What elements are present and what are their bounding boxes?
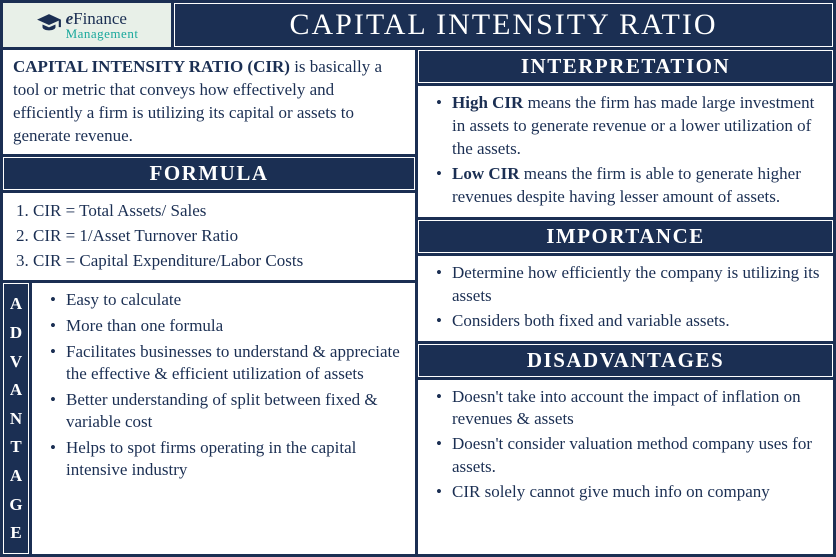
importance-item: Determine how efficiently the company is… xyxy=(436,262,823,310)
disadvantages-list: Doesn't take into account the impact of … xyxy=(428,386,823,507)
vertical-letter: G xyxy=(9,496,22,513)
advantage-item: Better understanding of split between fi… xyxy=(50,389,405,437)
columns: CAPITAL INTENSITY RATIO (CIR) is basical… xyxy=(3,50,833,554)
intro-bold: CAPITAL INTENSITY RATIO (CIR) xyxy=(13,57,290,76)
logo-inner: eFinance Management xyxy=(36,10,139,40)
formula-item: CIR = Capital Expenditure/Labor Costs xyxy=(33,249,405,274)
intro-box: CAPITAL INTENSITY RATIO (CIR) is basical… xyxy=(3,50,415,154)
advantage-item: Facilitates businesses to understand & a… xyxy=(50,341,405,389)
formula-box: CIR = Total Assets/ Sales CIR = 1/Asset … xyxy=(3,193,415,280)
page-container: eFinance Management CAPITAL INTENSITY RA… xyxy=(3,3,833,554)
logo-line2: Management xyxy=(66,27,139,40)
formula-list: CIR = Total Assets/ Sales CIR = 1/Asset … xyxy=(13,199,405,274)
vertical-letter: A xyxy=(10,295,22,312)
importance-header: IMPORTANCE xyxy=(418,220,833,253)
advantage-item: Easy to calculate xyxy=(50,289,405,315)
disadvantages-box: Doesn't take into account the impact of … xyxy=(418,380,833,555)
disadvantages-header: DISADVANTAGES xyxy=(418,344,833,377)
vertical-letter: V xyxy=(10,353,22,370)
formula-item: CIR = Total Assets/ Sales xyxy=(33,199,405,224)
importance-item: Considers both fixed and variable assets… xyxy=(436,310,823,335)
interp-bold: Low CIR xyxy=(452,164,520,183)
disadvantages-item: CIR solely cannot give much info on comp… xyxy=(436,481,823,506)
advantage-row: ADVANTAGE Easy to calculate More than on… xyxy=(3,283,415,554)
page-title: CAPITAL INTENSITY RATIO xyxy=(174,3,833,47)
advantage-vertical-label: ADVANTAGE xyxy=(3,283,29,554)
interp-bold: High CIR xyxy=(452,93,523,112)
interpretation-header: INTERPRETATION xyxy=(418,50,833,83)
header-row: eFinance Management CAPITAL INTENSITY RA… xyxy=(3,3,833,47)
right-column: INTERPRETATION High CIR means the firm h… xyxy=(418,50,833,554)
interpretation-list: High CIR means the firm has made large i… xyxy=(428,92,823,211)
interpretation-item: High CIR means the firm has made large i… xyxy=(436,92,823,163)
disadvantages-item: Doesn't consider valuation method compan… xyxy=(436,433,823,481)
vertical-letter: N xyxy=(10,410,22,427)
left-column: CAPITAL INTENSITY RATIO (CIR) is basical… xyxy=(3,50,415,554)
vertical-letter: A xyxy=(10,381,22,398)
advantage-item: Helps to spot firms operating in the cap… xyxy=(50,437,405,485)
vertical-letter: A xyxy=(10,467,22,484)
logo-box: eFinance Management xyxy=(3,3,171,47)
disadvantages-item: Doesn't take into account the impact of … xyxy=(436,386,823,434)
formula-header: FORMULA xyxy=(3,157,415,190)
vertical-letter: D xyxy=(10,324,22,341)
importance-box: Determine how efficiently the company is… xyxy=(418,256,833,341)
importance-list: Determine how efficiently the company is… xyxy=(428,262,823,335)
vertical-letter: E xyxy=(10,524,21,541)
logo-text: eFinance Management xyxy=(66,10,139,40)
advantage-list: Easy to calculate More than one formula … xyxy=(42,289,405,486)
graduation-cap-icon xyxy=(36,12,62,38)
logo-line1: eFinance xyxy=(66,10,139,27)
vertical-letter: T xyxy=(10,438,21,455)
advantage-item: More than one formula xyxy=(50,315,405,341)
formula-item: CIR = 1/Asset Turnover Ratio xyxy=(33,224,405,249)
advantage-box: Easy to calculate More than one formula … xyxy=(32,283,415,554)
interpretation-item: Low CIR means the firm is able to genera… xyxy=(436,163,823,211)
interpretation-box: High CIR means the firm has made large i… xyxy=(418,86,833,217)
